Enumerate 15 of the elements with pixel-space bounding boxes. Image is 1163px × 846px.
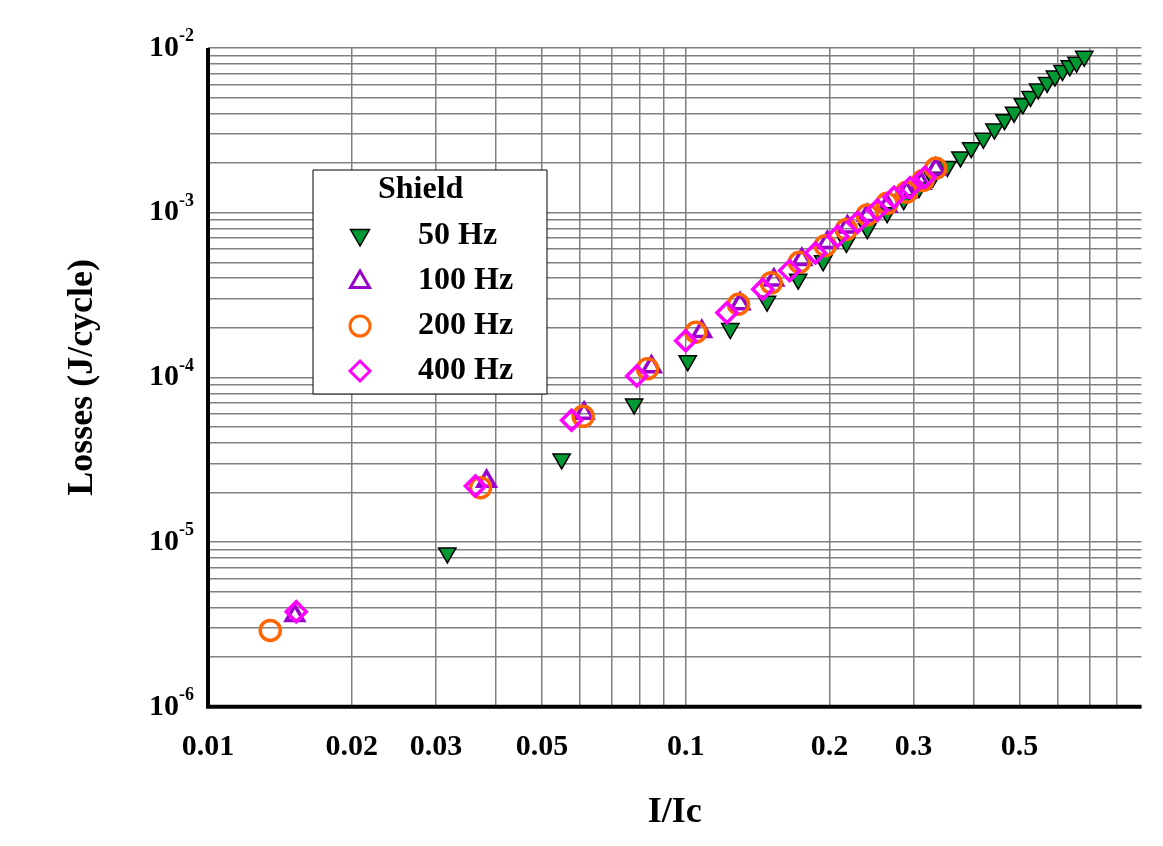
legend-label: 100 Hz bbox=[418, 260, 514, 297]
x-tick-label: 0.02 bbox=[325, 727, 379, 761]
x-tick-label: 0.1 bbox=[666, 727, 705, 761]
x-tick-label: 0.2 bbox=[810, 727, 849, 761]
legend-label: 200 Hz bbox=[418, 305, 514, 342]
y-axis-title: Losses (J/cycle) bbox=[60, 258, 101, 496]
x-tick-label: 0.01 bbox=[181, 727, 235, 761]
x-axis-title: I/Ic bbox=[647, 789, 702, 830]
legend-label: 400 Hz bbox=[418, 350, 514, 387]
legend-label: 50 Hz bbox=[418, 215, 498, 252]
legend-title: Shield bbox=[378, 169, 464, 206]
x-tick-label: 0.5 bbox=[1000, 727, 1039, 761]
x-tick-label: 0.05 bbox=[515, 727, 569, 761]
x-tick-label: 0.03 bbox=[409, 727, 463, 761]
x-tick-label: 0.3 bbox=[894, 727, 933, 761]
